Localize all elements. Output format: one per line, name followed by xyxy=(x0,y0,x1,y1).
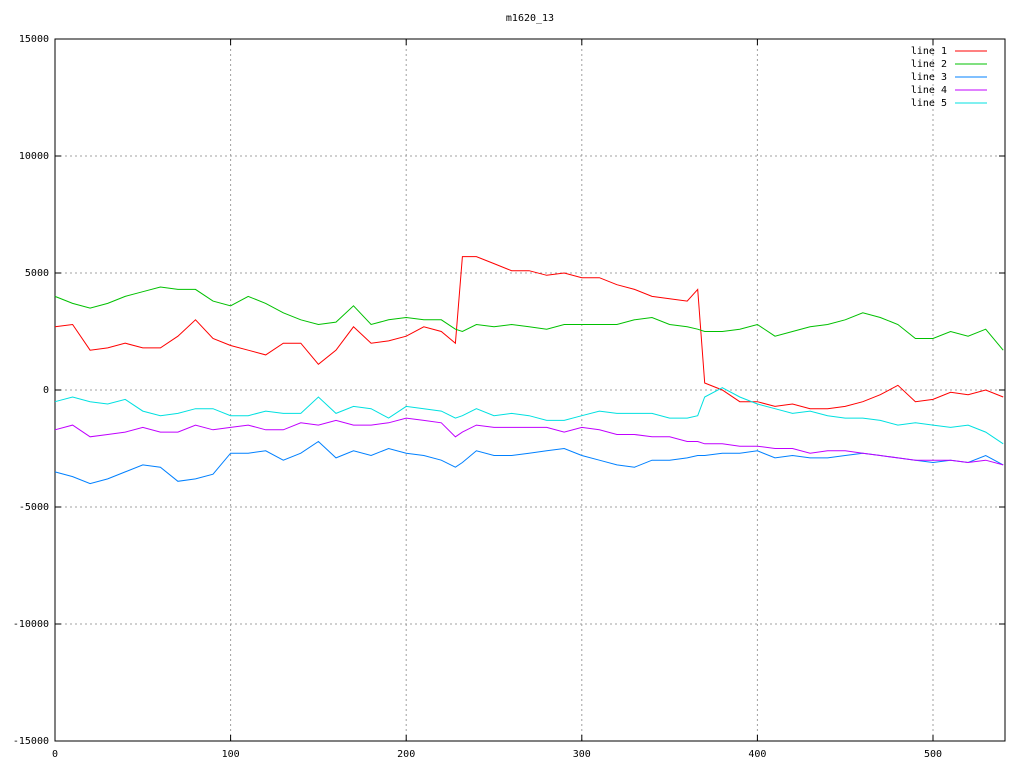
data-line xyxy=(54,387,1004,445)
x-tick-label: 400 xyxy=(748,749,766,760)
y-tick-label: -10000 xyxy=(13,619,49,630)
x-tick-label: 300 xyxy=(573,749,591,760)
data-line xyxy=(54,286,1004,351)
x-tick-label: 0 xyxy=(52,749,58,760)
y-tick-label: 5000 xyxy=(25,268,49,279)
legend-label: line 4 xyxy=(911,85,947,96)
legend-label: line 2 xyxy=(911,59,947,70)
data-line xyxy=(54,440,1004,485)
legend-label: line 3 xyxy=(911,72,947,83)
data-line xyxy=(54,256,1004,410)
y-tick-label: 15000 xyxy=(19,34,49,45)
legend-label: line 1 xyxy=(911,46,947,57)
x-tick-label: 100 xyxy=(222,749,240,760)
plot-frame xyxy=(54,38,1006,742)
y-tick-label: 0 xyxy=(43,385,49,396)
data-line xyxy=(54,417,1004,466)
y-tick-label: 10000 xyxy=(19,151,49,162)
legend-label: line 5 xyxy=(911,98,947,109)
x-tick-label: 500 xyxy=(924,749,942,760)
x-tick-label: 200 xyxy=(397,749,415,760)
y-tick-label: -15000 xyxy=(13,736,49,747)
chart-title: m1620_13 xyxy=(506,13,554,24)
y-tick-label: -5000 xyxy=(19,502,49,513)
